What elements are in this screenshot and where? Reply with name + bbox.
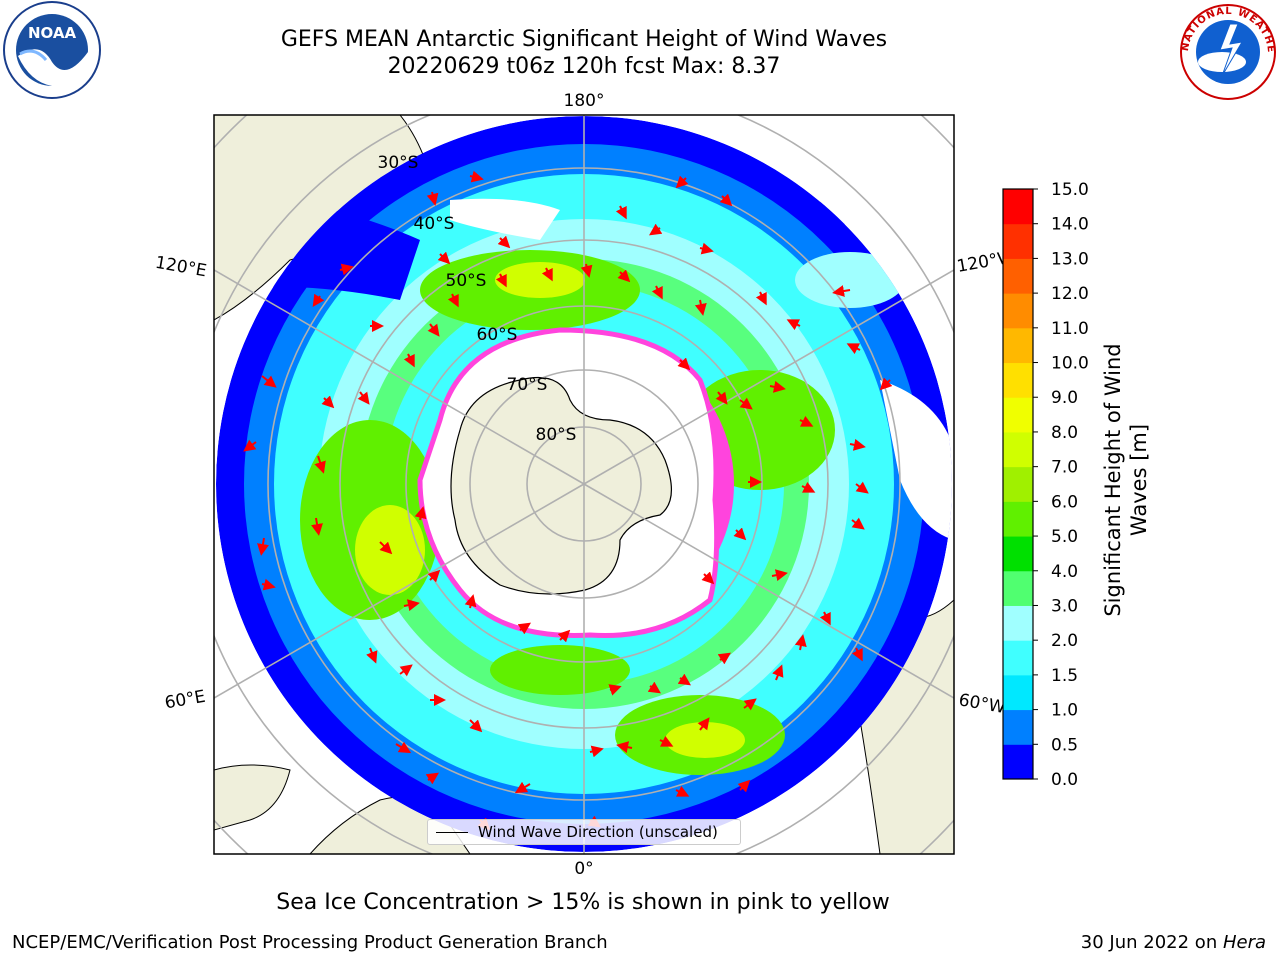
- colorbar-segment: [1003, 501, 1033, 537]
- lat-label-80: 80°S: [536, 425, 577, 445]
- colorbar-segment: [1003, 223, 1033, 259]
- colorbar-tick-label: 4.0: [1051, 562, 1078, 582]
- colorbar-segment: [1003, 640, 1033, 676]
- chart-title: GEFS MEAN Antarctic Significant Height o…: [280, 27, 888, 52]
- lon-label-60e: 60°E: [163, 687, 207, 714]
- colorbar-tick-label: 6.0: [1051, 492, 1078, 512]
- noaa-logo: NOAA: [0, 0, 104, 104]
- colorbar-segment: [1003, 293, 1033, 329]
- lon-label-0: 0°: [574, 859, 593, 879]
- colorbar-segment: [1003, 570, 1033, 606]
- lat-label-30: 30°S: [378, 153, 419, 173]
- run-date-prefix: 30 Jun 2022 on: [1080, 932, 1223, 953]
- svg-text:NOAA: NOAA: [28, 24, 77, 42]
- colorbar-tick-label: 8.0: [1051, 423, 1078, 443]
- lat-label-70: 70°S: [507, 375, 548, 395]
- colorbar-segment: [1003, 189, 1033, 225]
- colorbar-segment: [1003, 362, 1033, 398]
- colorbar-segment: [1003, 605, 1033, 641]
- lat-label-60: 60°S: [477, 325, 518, 345]
- lon-label-180: 180°: [564, 91, 605, 111]
- colorbar-tick-label: 13.0: [1051, 249, 1089, 269]
- legend-line-swatch: [436, 832, 468, 833]
- colorbar-segment: [1003, 674, 1033, 711]
- colorbar-tick-label: 3.0: [1051, 596, 1078, 616]
- colorbar-title-line1: Significant Height of Wind: [1101, 343, 1125, 617]
- sea-ice-note: Sea Ice Concentration > 15% is shown in …: [276, 890, 890, 915]
- legend-label: Wind Wave Direction (unscaled): [478, 823, 718, 841]
- colorbar: 0.0 0.5 1.0 1.5 2.0 3.0 4.0 5.0 6.0 7.0 8.0 9.0 10.0…: [1002, 180, 1089, 790]
- colorbar-tick-label: 10.0: [1051, 354, 1089, 374]
- colorbar-tick-label: 14.0: [1051, 215, 1089, 235]
- colorbar-frame: [1002, 188, 1034, 780]
- colorbar-tick-label: 12.0: [1051, 284, 1089, 304]
- colorbar-segment: [1003, 397, 1033, 433]
- antarctica-land: [450, 376, 672, 595]
- colorbar-segment: [1003, 536, 1033, 572]
- map-legend: Wind Wave Direction (unscaled): [427, 819, 741, 845]
- colorbar-segment: [1003, 744, 1033, 780]
- lon-label-60w: 60°W: [957, 690, 1007, 718]
- lon-label-120e: 120°E: [154, 253, 208, 282]
- colorbar-segment: [1003, 327, 1033, 364]
- colorbar-title: Significant Height of Wind Waves [m]: [1100, 280, 1152, 680]
- colorbar-tick-label: 0.0: [1051, 770, 1078, 790]
- colorbar-tick-label: 1.5: [1051, 666, 1078, 686]
- graticule: [214, 115, 954, 854]
- colorbar-tick-label: 9.0: [1051, 388, 1078, 408]
- colorbar-tick-label: 7.0: [1051, 458, 1078, 478]
- run-date: 30 Jun 2022 on Hera: [1081, 932, 1266, 953]
- colorbar-segment: [1003, 258, 1033, 294]
- colorbar-tick-label: 5.0: [1051, 527, 1078, 547]
- run-host: Hera: [1222, 932, 1266, 953]
- colorbar-segment: [1003, 466, 1033, 502]
- colorbar-segment: [1003, 431, 1033, 468]
- lat-label-50: 50°S: [446, 271, 487, 291]
- colorbar-tick-label: 0.5: [1051, 735, 1078, 755]
- colorbar-title-line2: Waves [m]: [1127, 423, 1151, 537]
- wind-arrows: [243, 170, 893, 831]
- colorbar-tick-label: 2.0: [1051, 631, 1078, 651]
- lat-label-40: 40°S: [414, 214, 455, 234]
- colorbar-tick-label: 15.0: [1051, 180, 1089, 200]
- credit-text: NCEP/EMC/Verification Post Processing Pr…: [12, 932, 608, 953]
- map-frame: [213, 114, 955, 855]
- madagascar-land: [214, 764, 291, 831]
- colorbar-tick-label: 1.0: [1051, 701, 1078, 721]
- colorbar-segment: [1003, 709, 1033, 745]
- chart-subtitle: 20220629 t06z 120h fcst Max: 8.37: [387, 54, 781, 79]
- nws-logo: NATIONAL WEATHER SERVICE: [1172, 0, 1280, 102]
- colorbar-tick-label: 11.0: [1051, 319, 1089, 339]
